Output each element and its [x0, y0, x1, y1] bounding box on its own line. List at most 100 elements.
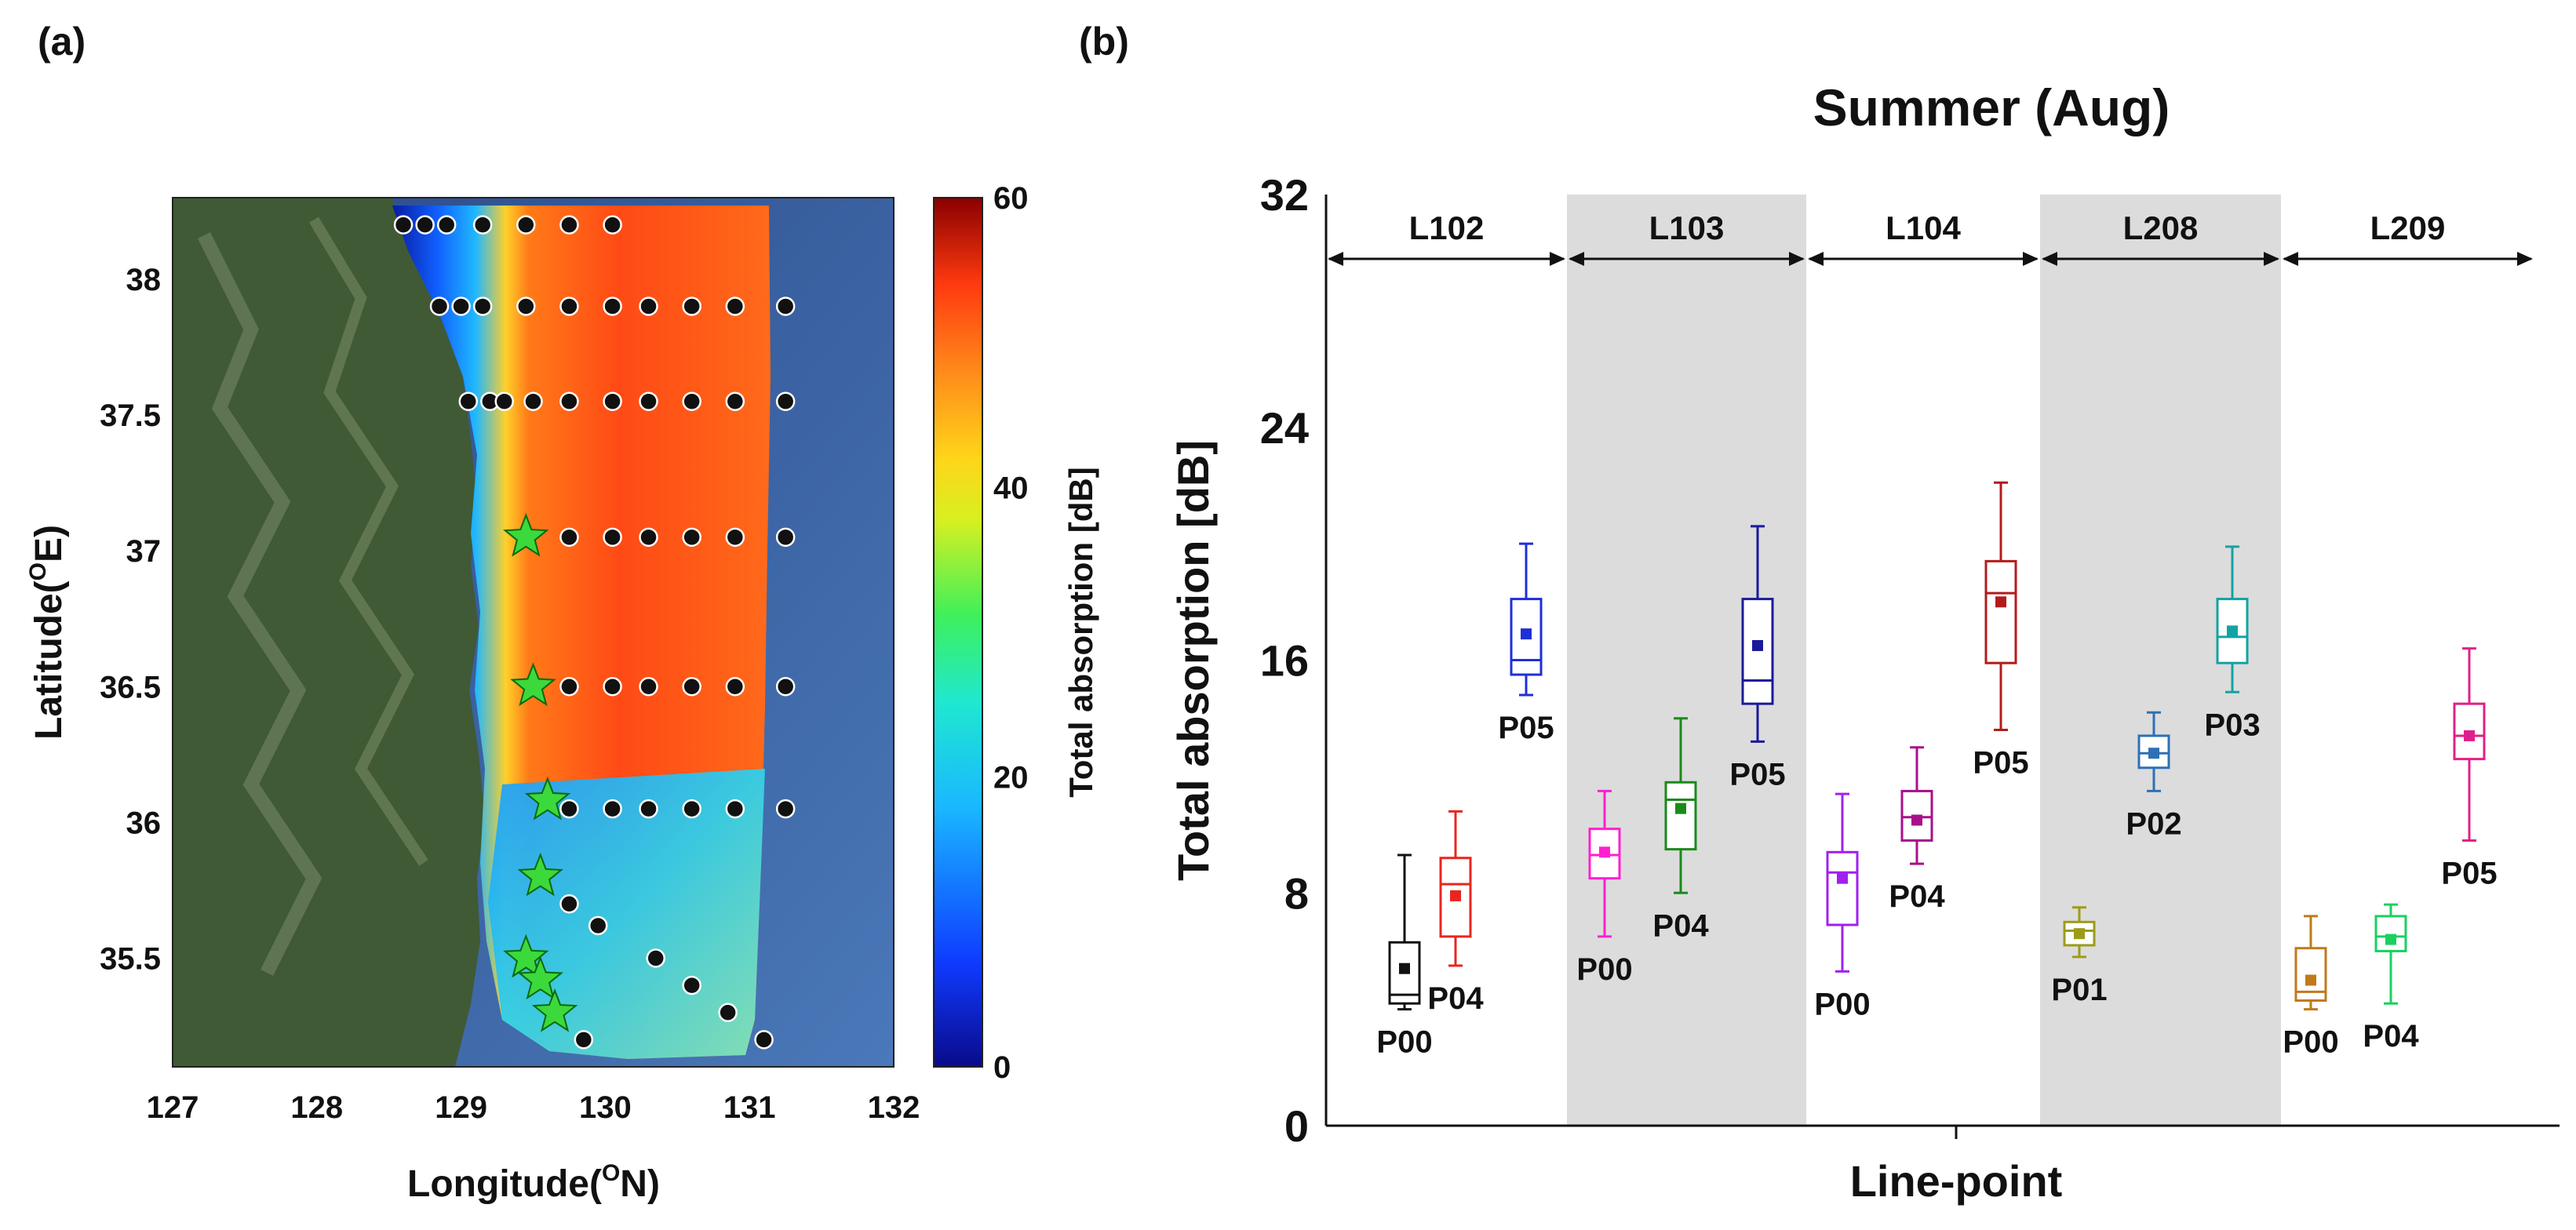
- box-l102-p04: P04: [1427, 810, 1484, 1016]
- box-mean-marker: [1521, 628, 1532, 640]
- station-marker: [639, 391, 658, 411]
- star-marker: [517, 955, 563, 1000]
- map-ytick-label: 36: [126, 806, 162, 840]
- box-body: [2453, 702, 2486, 761]
- box-body: [1741, 598, 1774, 705]
- station-marker: [559, 297, 579, 316]
- station-marker: [725, 297, 745, 316]
- station-marker: [775, 677, 796, 697]
- map-xtick-label: 132: [868, 1090, 920, 1125]
- station-marker: [472, 297, 493, 316]
- star-marker: [524, 776, 571, 821]
- station-marker: [725, 391, 745, 411]
- terrain-texture: [197, 231, 322, 977]
- station-marker: [775, 391, 796, 411]
- station-marker: [458, 391, 479, 411]
- box-mean-marker: [2148, 748, 2159, 759]
- station-marker: [718, 1003, 738, 1022]
- group-label: L104: [1886, 209, 1961, 246]
- station-marker: [682, 975, 701, 995]
- box-l208-p03: P03: [2204, 545, 2261, 742]
- box-point-label: P04: [1652, 908, 1709, 943]
- map-xtick-label: 129: [435, 1090, 487, 1125]
- colorbar-tick-label: 20: [993, 761, 1029, 795]
- box-point-label: P01: [2051, 973, 2107, 1007]
- box-point-label: P04: [1427, 981, 1484, 1016]
- box-mean-marker: [2464, 730, 2475, 741]
- box-point-label: P00: [1576, 952, 1632, 987]
- star-marker: [531, 988, 578, 1032]
- box-mean-marker: [1450, 890, 1461, 901]
- box-l208-p01: P01: [2051, 906, 2108, 1007]
- map-ytick-label: 36.5: [100, 670, 161, 704]
- group-arrows: [1328, 252, 2533, 266]
- box-mean-marker: [1599, 846, 1610, 858]
- station-marker: [603, 527, 622, 548]
- box-l103-p00: P00: [1576, 789, 1633, 987]
- station-marker: [588, 915, 608, 936]
- station-marker: [682, 297, 701, 316]
- box-point-label: P03: [2204, 708, 2260, 742]
- station-marker: [516, 215, 536, 235]
- box-mean-marker: [1911, 814, 1922, 826]
- station-marker: [516, 297, 536, 316]
- station-marker: [682, 799, 701, 819]
- group-label: L209: [2370, 209, 2446, 246]
- station-marker: [429, 297, 450, 316]
- boxplot-ytick-label: 8: [1284, 868, 1309, 918]
- box-mean-marker: [1837, 872, 1848, 884]
- station-marker: [574, 1030, 594, 1050]
- box-mean-marker: [2074, 928, 2085, 940]
- map-ylabel-main: Latitude(: [28, 580, 70, 740]
- colorbar-tick-label: 40: [993, 471, 1029, 505]
- map-frame: [172, 197, 894, 1068]
- colorbar-tick-label: 60: [993, 181, 1029, 216]
- box-point-label: P05: [1729, 757, 1785, 791]
- boxplot-ytick-label: 16: [1260, 636, 1309, 686]
- map-xtick-label: 130: [579, 1090, 632, 1125]
- group-shading: [1567, 195, 2281, 1126]
- group-arrow-head-right: [1789, 252, 1805, 266]
- station-marker: [472, 215, 493, 235]
- station-marker: [775, 297, 796, 316]
- station-marker: [682, 527, 701, 548]
- box-point-label: P05: [1973, 746, 2028, 781]
- map-ytick-label: 37.5: [100, 398, 161, 433]
- box-mean-marker: [2385, 933, 2396, 945]
- panel-label-a: (a): [38, 20, 86, 64]
- map-xlabel-end: N): [620, 1163, 660, 1205]
- station-marker: [451, 297, 471, 316]
- box-point-label: P00: [1814, 987, 1870, 1021]
- star-marker: [503, 933, 549, 978]
- boxplot-series: P00 P04 P05 P00 P04 P05 P00 P04 P05 P01 P02 P03 P00 P…: [1376, 481, 2498, 1060]
- box-l103-p04: P04: [1652, 717, 1709, 943]
- map-ytick-label: 35.5: [100, 942, 161, 977]
- box-body: [1984, 559, 2017, 664]
- box-point-label: P05: [1498, 711, 1554, 745]
- map-x-axis-label: Longitude(ON): [407, 1160, 660, 1205]
- boxplot-y-ticks: 0 8 16 24 32: [1260, 170, 1309, 1151]
- group-arrow-head-left: [1569, 252, 1584, 266]
- box-point-label: P00: [1376, 1025, 1432, 1060]
- boxplot-y-axis-label: Total absorption [dB]: [1168, 440, 1218, 881]
- map-ytick-label: 37: [126, 534, 162, 569]
- station-marker: [639, 677, 658, 697]
- map-xtick-label: 131: [723, 1090, 776, 1125]
- group-arrow-head-right: [2517, 252, 2533, 266]
- station-marker: [725, 527, 745, 548]
- station-marker: [559, 391, 579, 411]
- colorbar-tick-label: 0: [993, 1050, 1011, 1085]
- station-marker: [559, 677, 579, 697]
- terrain-texture-2: [308, 217, 428, 866]
- map-ytick-label: 38: [126, 263, 162, 297]
- station-marker: [603, 297, 622, 316]
- box-mean-marker: [1995, 596, 2006, 608]
- box-point-label: P00: [2283, 1025, 2338, 1060]
- boxplot-panel: Summer (Aug) L102 L103 L104 L208 L209 0 8 16…: [1168, 78, 2560, 1206]
- map-ylabel-sup: O: [25, 562, 51, 580]
- star-marker: [510, 662, 556, 707]
- boxplot-x-axis-label: Line-point: [1850, 1156, 2063, 1206]
- boxplot-ytick-label: 0: [1284, 1101, 1309, 1151]
- station-marker: [415, 215, 435, 235]
- map-xtick-label: 127: [147, 1090, 199, 1125]
